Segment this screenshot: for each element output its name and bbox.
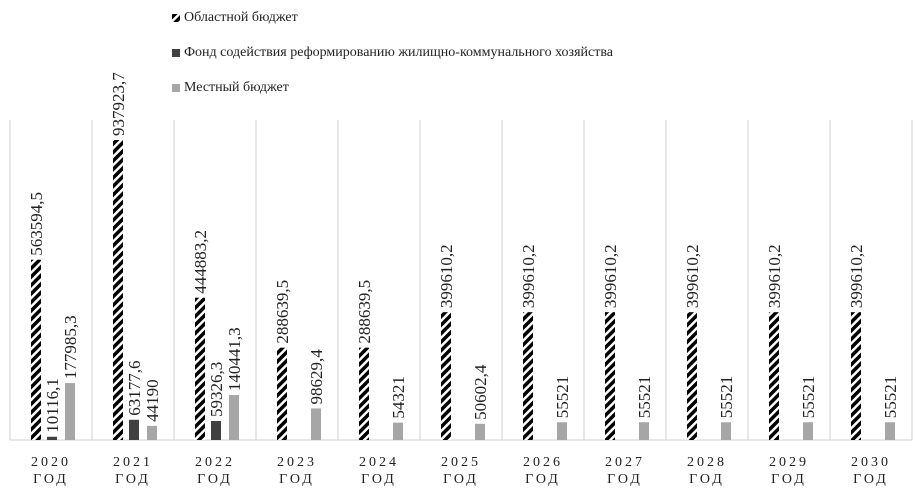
bar [605, 312, 615, 440]
bar [769, 312, 779, 440]
x-tick-label: 2026 ГОД [523, 455, 563, 487]
bar [721, 422, 731, 440]
data-label: 59326,3 [207, 362, 226, 417]
bar [523, 312, 533, 440]
bar [31, 259, 41, 440]
bar [277, 347, 287, 440]
data-label: 140441,3 [225, 327, 244, 391]
data-label: 937923,7 [109, 72, 128, 136]
data-label: 55521 [717, 376, 736, 419]
bar [147, 425, 157, 440]
bar [885, 422, 895, 440]
data-label: 563594,5 [27, 192, 46, 256]
bar [229, 395, 239, 440]
bar [851, 312, 861, 440]
bar [65, 383, 75, 440]
legend-label: Областной бюджет [184, 10, 298, 25]
bar [393, 422, 403, 440]
bar [211, 421, 221, 440]
x-tick-label: 2020 ГОД [31, 455, 71, 487]
data-label: 399610,2 [765, 244, 784, 308]
x-tick-label: 2027 ГОД [605, 455, 645, 487]
bar [113, 140, 123, 440]
data-label: 177985,3 [61, 315, 80, 379]
bar [475, 423, 485, 440]
bar [639, 422, 649, 440]
data-label: 399610,2 [519, 244, 538, 308]
data-label: 399610,2 [437, 244, 456, 308]
x-tick-label: 2030 ГОД [851, 455, 891, 487]
bar [195, 297, 205, 440]
bar [359, 347, 369, 440]
x-tick-label: 2021 ГОД [113, 455, 153, 487]
bar [441, 312, 451, 440]
data-label: 50602,4 [471, 364, 490, 420]
x-tick-label: 2023 ГОД [277, 455, 317, 487]
data-label: 399610,2 [847, 244, 866, 308]
x-tick-label: 2029 ГОД [769, 455, 809, 487]
data-label: 55521 [881, 376, 900, 419]
data-label: 10116,1 [43, 378, 62, 433]
data-label: 54321 [389, 376, 408, 419]
data-label: 399610,2 [683, 244, 702, 308]
legend-label: Фонд содействия реформированию жилищно-к… [184, 45, 614, 60]
x-tick-label: 2028 ГОД [687, 455, 727, 487]
data-label: 63177,6 [125, 361, 144, 416]
data-label: 98629,4 [307, 349, 326, 405]
x-tick-label: 2022 ГОД [195, 455, 235, 487]
legend-marker [172, 14, 180, 22]
bar [311, 408, 321, 440]
bar [803, 422, 813, 440]
data-label: 55521 [799, 376, 818, 419]
x-tick-label: 2025 ГОД [441, 455, 481, 487]
bar [47, 436, 57, 440]
bar [687, 312, 697, 440]
data-label: 444883,2 [191, 230, 210, 294]
data-label: 55521 [553, 376, 572, 419]
data-label: 55521 [635, 376, 654, 419]
x-tick-label: 2024 ГОД [359, 455, 399, 487]
bar [129, 419, 139, 440]
data-label: 288639,5 [273, 280, 292, 344]
legend-marker [172, 49, 180, 57]
data-label: 399610,2 [601, 244, 620, 308]
data-label: 288639,5 [355, 280, 374, 344]
legend-marker [172, 84, 180, 92]
data-label: 44190 [143, 379, 162, 422]
legend-label: Местный бюджет [184, 80, 289, 95]
bar [557, 422, 567, 440]
